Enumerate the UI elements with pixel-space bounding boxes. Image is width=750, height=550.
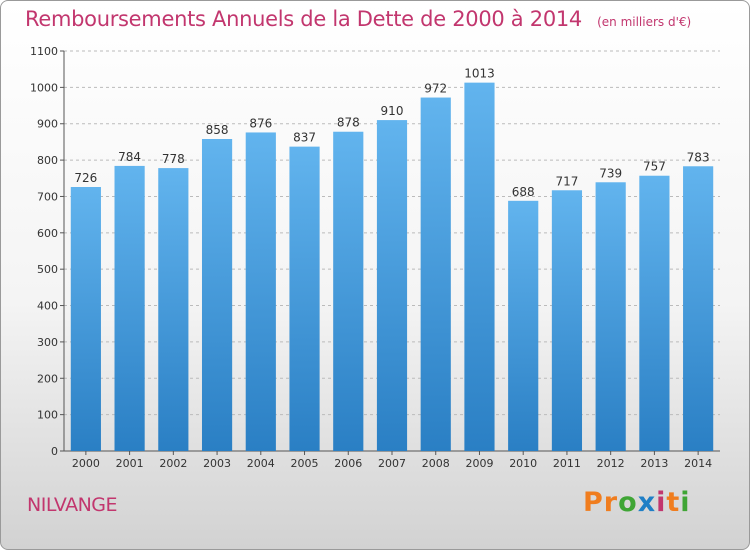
data-label: 878 <box>337 116 360 130</box>
data-label: 837 <box>293 131 316 145</box>
y-tick-label: 100 <box>37 409 58 422</box>
y-tick-label: 200 <box>37 372 58 385</box>
bar <box>595 182 626 452</box>
logo-letter: i <box>656 487 667 518</box>
y-tick-label: 1000 <box>30 81 58 94</box>
chart-header: Remboursements Annuels de la Dette de 20… <box>25 7 691 31</box>
logo-letter: t <box>666 487 681 518</box>
x-tick-label: 2013 <box>640 457 668 470</box>
logo-letter: x <box>637 487 657 518</box>
chart-title: Remboursements Annuels de la Dette de 20… <box>25 7 582 31</box>
y-tick-label: 500 <box>37 263 58 276</box>
bars <box>70 82 714 452</box>
bar <box>289 146 320 452</box>
data-label: 784 <box>118 150 141 164</box>
data-label: 876 <box>249 116 272 130</box>
bar <box>158 168 189 451</box>
chart-unit: (en milliers d'€) <box>597 15 692 29</box>
data-label: 858 <box>206 123 229 137</box>
x-tick-label: 2012 <box>597 457 625 470</box>
logo-letter: i <box>680 487 691 518</box>
labels: 0 100 200 300 400 500 600 700 800 900 1000 1100 726 2… <box>30 45 712 470</box>
x-tick-label: 2002 <box>159 457 187 470</box>
y-tick-label: 800 <box>37 154 58 167</box>
x-tick-label: 2008 <box>422 457 450 470</box>
bar <box>551 190 583 452</box>
x-tick-label: 2005 <box>291 457 319 470</box>
data-label: 717 <box>555 174 578 188</box>
bar <box>114 165 145 451</box>
data-label: 726 <box>74 171 97 185</box>
y-tick-label: 0 <box>51 445 58 458</box>
y-tick-label: 700 <box>37 190 58 203</box>
bar <box>201 139 233 451</box>
x-tick-label: 2000 <box>72 457 100 470</box>
bar <box>245 132 276 452</box>
x-tick-label: 2001 <box>116 457 144 470</box>
y-tick-label: 900 <box>37 118 58 131</box>
y-tick-label: 400 <box>37 300 58 313</box>
y-tick-label: 600 <box>37 227 58 240</box>
bar <box>464 82 495 452</box>
x-tick-label: 2007 <box>378 457 406 470</box>
bar <box>639 175 670 451</box>
data-label: 688 <box>512 185 535 199</box>
data-label: 778 <box>162 152 185 166</box>
bar <box>508 200 539 451</box>
city-name: NILVANGE <box>27 494 118 516</box>
data-label: 910 <box>381 104 404 118</box>
bar <box>683 166 714 452</box>
bar <box>70 187 101 451</box>
y-tick-label: 300 <box>37 336 58 349</box>
logo-letter: P <box>583 487 604 518</box>
bar <box>420 97 451 451</box>
bar <box>333 131 364 451</box>
x-tick-label: 2003 <box>203 457 231 470</box>
x-tick-label: 2014 <box>684 457 712 470</box>
data-label: 1013 <box>464 67 495 81</box>
data-label: 972 <box>424 82 447 96</box>
x-tick-label: 2009 <box>465 457 493 470</box>
bar <box>376 120 408 451</box>
data-label: 739 <box>599 166 622 180</box>
proxiti-logo: Proxiti <box>583 487 691 518</box>
data-label: 757 <box>643 160 666 174</box>
logo-letter: o <box>618 487 638 518</box>
x-tick-label: 2011 <box>553 457 581 470</box>
x-tick-label: 2004 <box>247 457 275 470</box>
x-tick-label: 2010 <box>509 457 537 470</box>
logo-letter: r <box>603 487 619 518</box>
y-tick-label: 1100 <box>30 45 58 58</box>
x-tick-label: 2006 <box>334 457 362 470</box>
data-label: 783 <box>687 150 710 164</box>
